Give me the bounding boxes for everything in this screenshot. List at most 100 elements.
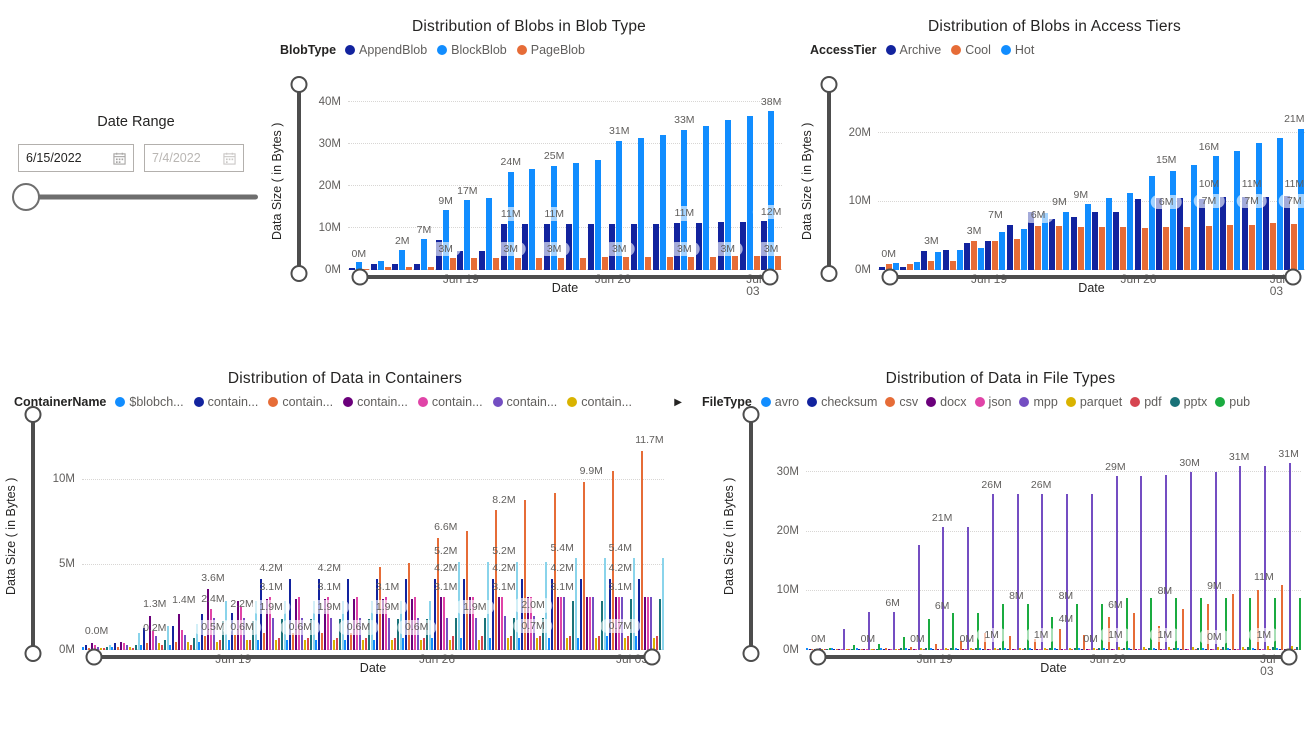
bar-json[interactable] (1261, 648, 1264, 650)
bar-series-8[interactable] (481, 636, 484, 650)
bar-checksum[interactable] (981, 648, 984, 650)
bar-series-4[interactable] (643, 597, 646, 650)
bar-parquet[interactable] (895, 648, 898, 650)
bar-series-10[interactable] (109, 644, 112, 650)
bar-series-2[interactable] (114, 643, 117, 650)
bar-series-6[interactable] (591, 597, 594, 650)
bar-avro[interactable] (1276, 648, 1279, 650)
bar-mpp[interactable] (1041, 494, 1044, 650)
bar-mpp[interactable] (1239, 466, 1242, 650)
bar-series-1[interactable] (605, 636, 608, 650)
bar-PageBlob[interactable] (384, 267, 391, 270)
bar-series-4[interactable] (120, 641, 123, 650)
bar-series-4[interactable] (556, 597, 559, 650)
bar-series-3[interactable] (291, 633, 294, 650)
bar-series-9[interactable] (658, 598, 661, 650)
bar-series-9[interactable] (396, 619, 399, 650)
bar-Archive[interactable] (921, 250, 928, 270)
bar-parquet[interactable] (1266, 646, 1269, 650)
bar-pdf[interactable] (1095, 648, 1098, 650)
bar-BlockBlob[interactable] (768, 110, 775, 270)
bar-series-8[interactable] (626, 636, 629, 650)
legend-item-AppendBlob[interactable]: AppendBlob (345, 43, 427, 57)
bar-mpp[interactable] (892, 611, 895, 650)
bar-series-1[interactable] (82, 646, 85, 650)
bar-BlockBlob[interactable] (399, 250, 406, 270)
bar-json[interactable] (1162, 648, 1165, 650)
bar-series-4[interactable] (323, 598, 326, 650)
bar-PageBlob[interactable] (601, 257, 608, 270)
bar-parquet[interactable] (1192, 647, 1195, 650)
bar-series-3[interactable] (262, 633, 265, 650)
bar-pptx[interactable] (850, 648, 853, 650)
bar-avro[interactable] (979, 648, 982, 650)
bar-avro[interactable] (1177, 648, 1180, 650)
bar-pdf[interactable] (823, 648, 826, 650)
bar-Cool[interactable] (1056, 226, 1063, 270)
bar-PageBlob[interactable] (362, 269, 369, 270)
bar-Hot[interactable] (978, 248, 985, 270)
bar-pptx[interactable] (1073, 647, 1076, 650)
bar-docx[interactable] (863, 648, 866, 650)
bar-Cool[interactable] (992, 240, 999, 270)
bar-pub[interactable] (1100, 603, 1103, 650)
slider-handle[interactable] (351, 268, 369, 286)
bar-series-1[interactable] (285, 639, 288, 650)
bar-json[interactable] (1014, 648, 1017, 650)
bar-BlockBlob[interactable] (637, 137, 644, 270)
bar-BlockBlob[interactable] (659, 134, 666, 270)
bar-series-4[interactable] (498, 597, 501, 650)
bar-Cool[interactable] (1269, 223, 1276, 270)
legend-item-contain[interactable]: contain... (193, 395, 258, 409)
bar-csv[interactable] (1132, 612, 1135, 650)
bar-pdf[interactable] (996, 648, 999, 650)
bar-series-2[interactable] (637, 578, 640, 650)
slider-handle[interactable] (742, 645, 760, 662)
bar-mpp[interactable] (1165, 475, 1168, 650)
slider-handle[interactable] (643, 648, 661, 666)
bar-AppendBlob[interactable] (652, 223, 659, 270)
bar-pub[interactable] (902, 636, 905, 650)
slider-track[interactable] (26, 194, 258, 200)
bar-pub[interactable] (1224, 598, 1227, 650)
bar-PageBlob[interactable] (688, 256, 695, 270)
bar-Cool[interactable] (928, 261, 935, 270)
slider-handle[interactable] (761, 268, 779, 286)
y-zoom-slider[interactable] (738, 406, 764, 662)
bar-series-7[interactable] (507, 638, 510, 650)
bar-Cool[interactable] (949, 261, 956, 270)
bar-series-1[interactable] (227, 639, 230, 650)
bar-series-9[interactable] (106, 646, 109, 650)
bar-series-9[interactable] (280, 619, 283, 650)
bar-pub[interactable] (1125, 598, 1128, 650)
bar-mpp[interactable] (1288, 463, 1291, 650)
bar-BlockBlob[interactable] (486, 197, 493, 270)
bar-avro[interactable] (1202, 648, 1205, 650)
bar-PageBlob[interactable] (406, 266, 413, 270)
bar-avro[interactable] (1078, 648, 1081, 650)
bar-avro[interactable] (954, 648, 957, 650)
bar-series-5[interactable] (123, 643, 126, 650)
bar-AppendBlob[interactable] (392, 263, 399, 270)
slider-track[interactable] (890, 275, 1293, 279)
bar-series-4[interactable] (585, 597, 588, 650)
bar-Archive[interactable] (942, 250, 949, 270)
bar-series-2[interactable] (608, 578, 611, 650)
legend-item-$blobch[interactable]: $blobch... (115, 395, 184, 409)
bar-Hot[interactable] (999, 232, 1006, 270)
bar-series-1[interactable] (198, 641, 201, 650)
bar-Hot[interactable] (1127, 193, 1134, 270)
bar-series-1[interactable] (256, 639, 259, 650)
bar-series-9[interactable] (542, 617, 545, 650)
bar-series-10[interactable] (661, 558, 664, 650)
legend-item-contain[interactable]: contain... (343, 395, 408, 409)
bar-json[interactable] (939, 648, 942, 650)
bar-parquet[interactable] (944, 648, 947, 650)
legend-item-checksum[interactable]: checksum (807, 395, 877, 409)
bar-pub[interactable] (1001, 603, 1004, 650)
bar-json[interactable] (915, 648, 918, 650)
legend-item-contain[interactable]: contain... (268, 395, 333, 409)
bar-series-8[interactable] (103, 648, 106, 650)
bar-Hot[interactable] (1170, 170, 1177, 270)
bar-series-4[interactable] (265, 598, 268, 650)
